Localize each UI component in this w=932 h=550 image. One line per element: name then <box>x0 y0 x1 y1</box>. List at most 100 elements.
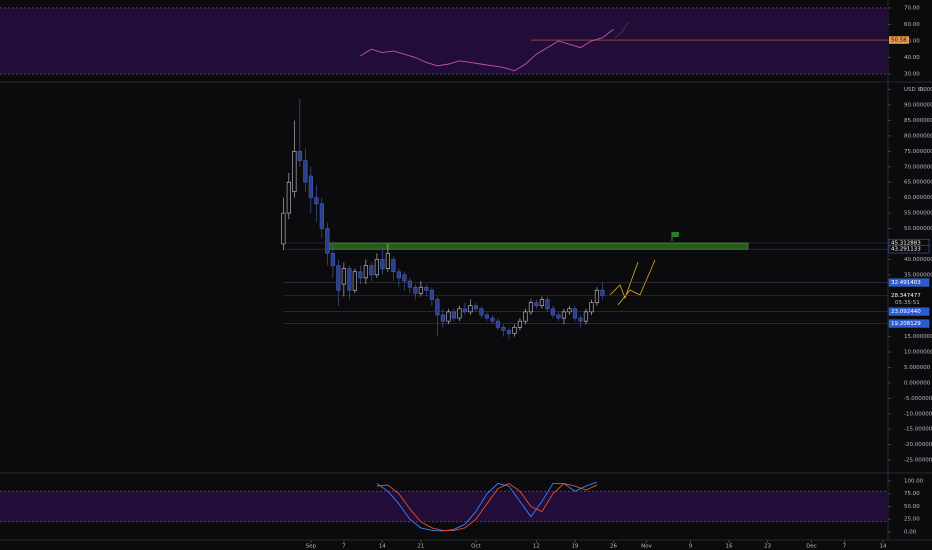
price-tag-label: 32.491403 <box>891 280 921 286</box>
candle-body <box>319 203 324 229</box>
y-tick-label: 65.000000 <box>904 180 932 186</box>
price-arrow <box>609 261 639 300</box>
y-tick-label: 100.00 <box>904 478 924 484</box>
candle-body <box>402 274 407 282</box>
candle-body <box>336 265 341 291</box>
y-tick-label: 60.000000 <box>904 195 932 201</box>
x-tick-label: Sep <box>306 544 317 550</box>
candle-body <box>407 280 412 288</box>
candle-body <box>330 252 335 266</box>
price-tag <box>888 245 930 254</box>
candle-body <box>341 268 346 285</box>
candle-body <box>468 305 473 313</box>
series-line <box>376 481 598 532</box>
candle-body <box>374 259 379 276</box>
candle-body <box>281 212 286 245</box>
x-tick-label: 9 <box>689 544 693 550</box>
candle-body <box>292 151 297 192</box>
candle-body <box>369 265 374 276</box>
countdown: 05:35:51 <box>895 300 920 306</box>
x-tick-label: 19 <box>571 544 578 550</box>
candle-body <box>391 259 396 273</box>
y-tick-label: 90.000000 <box>904 102 932 108</box>
price-tag-label: 19.208129 <box>891 321 921 327</box>
price-tag-label: 50.58 <box>891 38 907 44</box>
candle-body <box>534 302 539 307</box>
candle-body <box>451 311 457 319</box>
candle-body <box>347 268 352 291</box>
candle-body <box>556 314 561 319</box>
price-tag <box>888 319 930 328</box>
price-arrow <box>617 259 656 306</box>
price-tag-label: 23.092440 <box>891 309 921 315</box>
y-tick-label: 50.00 <box>904 504 920 510</box>
price-tag <box>888 278 930 287</box>
y-tick-label: 75.000000 <box>904 149 932 155</box>
candle-body <box>473 305 479 310</box>
candle-body <box>589 302 594 313</box>
y-tick-label: -20.000000 <box>904 442 932 448</box>
y-tick-label: 0.000000 <box>904 380 931 386</box>
currency-label: USD ID <box>904 87 923 93</box>
y-tick-label: 5.000000 <box>904 365 931 371</box>
candle-body <box>550 308 556 316</box>
currency-bg <box>900 85 920 94</box>
x-tick-label: Oct <box>471 544 481 550</box>
x-tick-label: Nov <box>641 544 652 550</box>
candle-body <box>396 271 401 279</box>
y-tick-label: 35.000000 <box>904 272 932 278</box>
candle-body <box>314 197 319 205</box>
y-tick-label: 80.000000 <box>904 133 932 139</box>
candle-body <box>495 320 501 328</box>
candle-body <box>539 299 545 307</box>
y-tick-label: 10.000000 <box>904 350 932 356</box>
y-tick-label: 85.000000 <box>904 118 932 124</box>
x-tick-label: 26 <box>610 544 617 550</box>
y-tick-label: -10.000000 <box>904 411 932 417</box>
price-tag-label: 28.347477 <box>891 293 921 299</box>
price-tag <box>889 36 909 44</box>
candle-body <box>517 320 523 328</box>
flag-cloth <box>672 232 679 237</box>
y-tick-label: 30.00 <box>904 72 920 78</box>
candle-body <box>594 289 600 303</box>
y-tick-label: 50.000000 <box>904 226 932 232</box>
y-tick-label: 25.00 <box>904 517 920 523</box>
candle-body <box>363 265 368 279</box>
candle-body <box>435 299 440 316</box>
candle-body <box>484 314 490 319</box>
candle-body <box>352 271 357 291</box>
candle-body <box>490 317 495 322</box>
candle-body <box>567 308 572 313</box>
y-tick-label: 70.00 <box>904 5 920 11</box>
candle-body <box>523 311 528 322</box>
x-tick-label: 23 <box>764 544 771 550</box>
candle-body <box>297 151 302 161</box>
x-tick-label: Dec <box>806 544 817 550</box>
y-tick-label: 60.00 <box>904 22 920 28</box>
price-tag-label: 45.312883 <box>891 240 921 246</box>
y-tick-label: 75.00 <box>904 491 920 497</box>
candle-body <box>286 181 291 214</box>
y-tick-label: 40.000000 <box>904 257 932 263</box>
price-tag-label: 43.291133 <box>891 247 921 253</box>
y-tick-label: 40.00 <box>904 55 920 61</box>
candle-body <box>429 289 434 300</box>
candle-body <box>413 286 418 294</box>
candle-body <box>600 289 605 296</box>
candle-body <box>303 160 308 183</box>
y-tick-label: 50.00 <box>904 38 920 44</box>
y-tick-label: -5.000000 <box>904 396 932 402</box>
y-tick-label: -15.000000 <box>904 427 932 433</box>
band-fill <box>0 491 888 522</box>
candle-body <box>446 311 451 322</box>
candle-body <box>358 271 363 279</box>
x-tick-label: 16 <box>725 544 732 550</box>
resistance-zone <box>327 242 749 250</box>
candle-body <box>512 327 517 334</box>
series-line <box>376 483 598 531</box>
x-tick-label: 14 <box>880 544 887 550</box>
y-tick-label: -25.000000 <box>904 458 932 464</box>
